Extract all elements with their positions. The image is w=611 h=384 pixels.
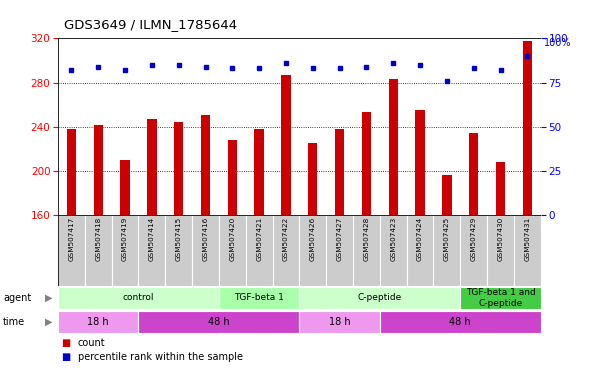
Text: GSM507419: GSM507419: [122, 217, 128, 262]
Bar: [415, 110, 425, 215]
Bar: [353, 215, 380, 286]
Bar: [254, 129, 264, 215]
Bar: [139, 215, 166, 286]
Bar: [112, 215, 139, 286]
Text: ■: ■: [61, 352, 70, 362]
Bar: [442, 175, 452, 215]
Text: C-peptide: C-peptide: [357, 293, 402, 303]
Bar: [58, 215, 85, 286]
Text: GDS3649 / ILMN_1785644: GDS3649 / ILMN_1785644: [64, 18, 237, 31]
Bar: [460, 215, 487, 286]
Bar: [389, 79, 398, 215]
Text: GSM507420: GSM507420: [229, 217, 235, 262]
Text: 100%: 100%: [544, 38, 571, 48]
Text: time: time: [3, 317, 25, 327]
Text: GSM507428: GSM507428: [364, 217, 370, 262]
Bar: [166, 215, 192, 286]
Bar: [522, 41, 532, 215]
Text: GSM507417: GSM507417: [68, 217, 75, 262]
Bar: [85, 215, 112, 286]
Text: GSM507422: GSM507422: [283, 217, 289, 262]
Text: ▶: ▶: [45, 317, 53, 327]
Text: ▶: ▶: [45, 293, 53, 303]
Text: 48 h: 48 h: [208, 317, 230, 327]
Bar: [58, 287, 219, 309]
Text: 18 h: 18 h: [87, 317, 109, 327]
Bar: [201, 114, 210, 215]
Text: GSM507414: GSM507414: [149, 217, 155, 262]
Bar: [299, 287, 460, 309]
Text: count: count: [78, 338, 105, 348]
Bar: [460, 287, 541, 309]
Bar: [219, 287, 299, 309]
Text: 48 h: 48 h: [450, 317, 471, 327]
Bar: [469, 133, 478, 215]
Bar: [120, 160, 130, 215]
Bar: [362, 113, 371, 215]
Text: GSM507431: GSM507431: [524, 217, 530, 262]
Bar: [139, 311, 299, 333]
Bar: [93, 124, 103, 215]
Text: percentile rank within the sample: percentile rank within the sample: [78, 352, 243, 362]
Bar: [433, 215, 460, 286]
Bar: [335, 129, 345, 215]
Bar: [407, 215, 433, 286]
Text: GSM507415: GSM507415: [176, 217, 181, 262]
Bar: [246, 215, 273, 286]
Bar: [219, 215, 246, 286]
Text: GSM507418: GSM507418: [95, 217, 101, 262]
Text: GSM507426: GSM507426: [310, 217, 316, 262]
Bar: [308, 143, 318, 215]
Bar: [67, 129, 76, 215]
Text: TGF-beta 1 and
C-peptide: TGF-beta 1 and C-peptide: [466, 288, 535, 308]
Text: 18 h: 18 h: [329, 317, 351, 327]
Bar: [326, 215, 353, 286]
Text: GSM507424: GSM507424: [417, 217, 423, 262]
Bar: [273, 215, 299, 286]
Bar: [192, 215, 219, 286]
Text: GSM507425: GSM507425: [444, 217, 450, 262]
Bar: [496, 162, 505, 215]
Bar: [147, 119, 156, 215]
Text: control: control: [123, 293, 154, 303]
Text: GSM507429: GSM507429: [470, 217, 477, 262]
Bar: [58, 311, 139, 333]
Bar: [514, 215, 541, 286]
Bar: [228, 140, 237, 215]
Text: GSM507423: GSM507423: [390, 217, 397, 262]
Text: ■: ■: [61, 338, 70, 348]
Text: agent: agent: [3, 293, 31, 303]
Bar: [299, 311, 380, 333]
Bar: [174, 122, 183, 215]
Bar: [380, 311, 541, 333]
Bar: [299, 215, 326, 286]
Text: TGF-beta 1: TGF-beta 1: [234, 293, 284, 303]
Bar: [487, 215, 514, 286]
Bar: [281, 75, 291, 215]
Text: GSM507421: GSM507421: [256, 217, 262, 262]
Bar: [380, 215, 407, 286]
Text: GSM507430: GSM507430: [497, 217, 503, 262]
Text: GSM507416: GSM507416: [202, 217, 208, 262]
Text: GSM507427: GSM507427: [337, 217, 343, 262]
